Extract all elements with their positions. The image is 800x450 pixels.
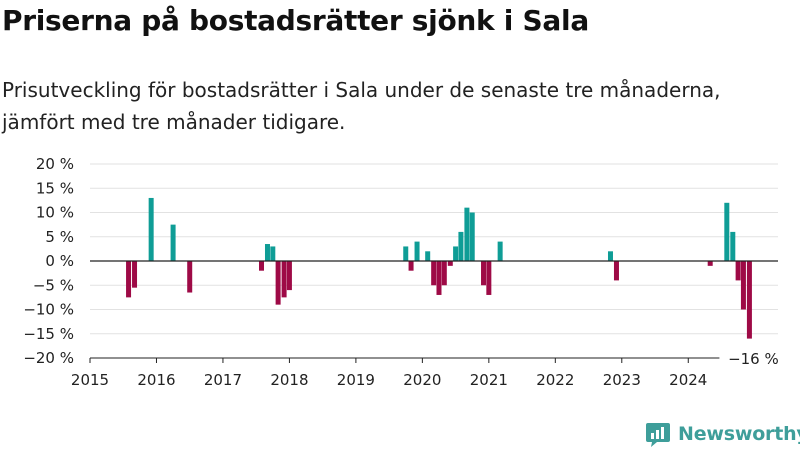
y-tick-label: −15 % (23, 325, 74, 343)
bar (436, 261, 442, 295)
y-tick-label: 15 % (36, 179, 74, 197)
y-tick-label: −5 % (33, 276, 74, 294)
bar (497, 241, 503, 261)
bar (469, 212, 475, 261)
annotation-label: −16 % (728, 350, 779, 368)
bar (730, 231, 736, 261)
chart-subtitle: Prisutveckling för bostadsrätter i Sala … (2, 78, 721, 134)
bar (431, 261, 437, 286)
y-tick-label: 20 % (36, 155, 74, 173)
bar (458, 231, 464, 261)
bar (447, 261, 453, 266)
x-tick-label: 2020 (403, 371, 441, 389)
bar (481, 261, 487, 286)
bar (148, 197, 154, 261)
bar (187, 261, 193, 293)
bar (613, 261, 619, 281)
bar (724, 202, 730, 261)
bar-chart: 20 % 15 % 10 % 5 % 0 % −5 % −10 % −15 % −20 % 201… (23, 155, 780, 389)
bar (270, 246, 276, 261)
bar (281, 261, 287, 298)
chart-title: Priserna på bostadsrätter sjönk i Sala (2, 4, 589, 37)
bar (740, 261, 746, 310)
bar (746, 261, 752, 339)
newsworthy-logo-icon (646, 423, 670, 447)
annotation-background (719, 348, 780, 368)
x-tick-label: 2021 (470, 371, 508, 389)
bar (707, 261, 713, 266)
bar (425, 251, 431, 261)
bar (414, 241, 420, 261)
y-tick-label: 5 % (45, 228, 74, 246)
bar (408, 261, 414, 271)
bar (286, 261, 292, 291)
y-tick-label: −20 % (23, 349, 74, 367)
bar (264, 244, 270, 261)
y-tick-label: 10 % (36, 204, 74, 222)
bar (441, 261, 447, 286)
newsworthy-logo-text: Newsworthy (678, 423, 800, 445)
bar (259, 261, 265, 271)
bar (403, 246, 409, 261)
x-tick-label: 2018 (270, 371, 308, 389)
bar (453, 246, 459, 261)
bar (170, 224, 176, 261)
x-tick-label: 2017 (204, 371, 242, 389)
x-tick-label: 2022 (536, 371, 574, 389)
x-tick-label: 2023 (603, 371, 641, 389)
bar (126, 261, 132, 298)
x-tick-label: 2015 (71, 371, 109, 389)
x-tick-label: 2024 (669, 371, 707, 389)
x-tick-label: 2019 (337, 371, 375, 389)
y-tick-label: 0 % (45, 252, 74, 270)
bar (132, 261, 138, 288)
bar (486, 261, 492, 295)
bar (607, 251, 613, 261)
bar (464, 207, 470, 261)
bar (735, 261, 741, 281)
y-tick-label: −10 % (23, 301, 74, 319)
x-tick-label: 2016 (137, 371, 175, 389)
newsworthy-logo: Newsworthy (645, 420, 800, 448)
bar (275, 261, 281, 305)
